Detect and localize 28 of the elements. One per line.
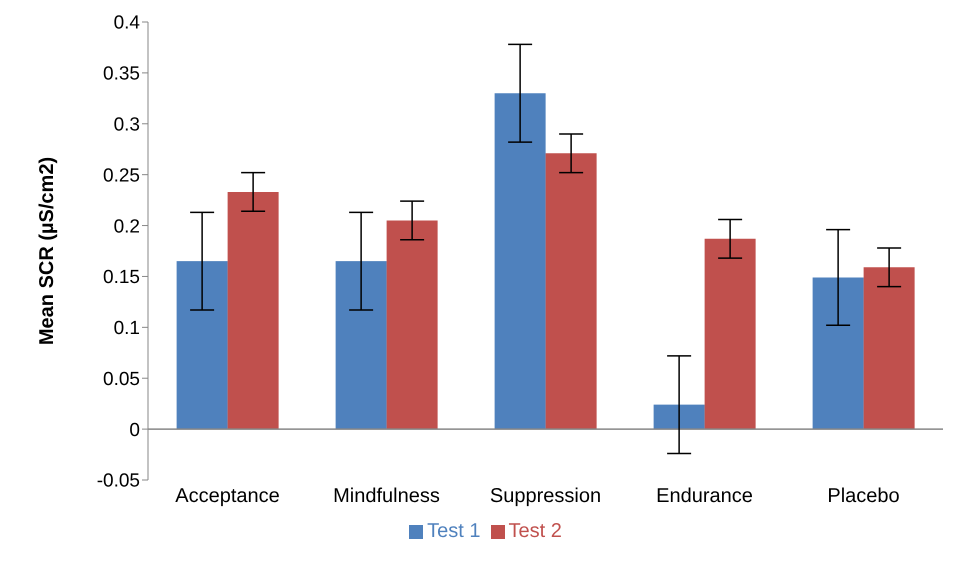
y-tick-label: 0.05 [103,368,140,390]
x-tick-label: Acceptance [175,485,280,508]
y-tick-label: 0.35 [103,64,140,85]
bar [704,238,756,430]
y-tick-label: 0.3 [114,114,140,136]
y-tick-label: 0.15 [103,267,140,288]
bar [228,192,279,430]
bar [336,261,387,430]
x-tick-label: Suppression [490,485,602,508]
bar [494,93,546,430]
legend-label: Test 2 [508,520,562,542]
y-tick-label: -0.05 [96,470,140,492]
bar [546,153,597,430]
bar [176,261,228,430]
y-tick-label: 0 [129,420,140,441]
legend-label: Test 1 [427,520,480,542]
x-tick-label: Endurance [656,485,753,508]
y-tick-label: 0.4 [114,12,140,34]
y-axis-title: Mean SCR (µS/cm2) [36,156,58,346]
x-tick-label: Mindfulness [333,485,440,508]
x-tick-label: Placebo [827,485,900,508]
y-tick-label: 0.25 [103,165,140,186]
bar [386,220,438,430]
bar [812,277,864,430]
y-tick-label: 0.2 [114,216,140,238]
bar [654,404,705,430]
bar [864,267,915,430]
y-tick-label: 0.1 [114,318,140,340]
